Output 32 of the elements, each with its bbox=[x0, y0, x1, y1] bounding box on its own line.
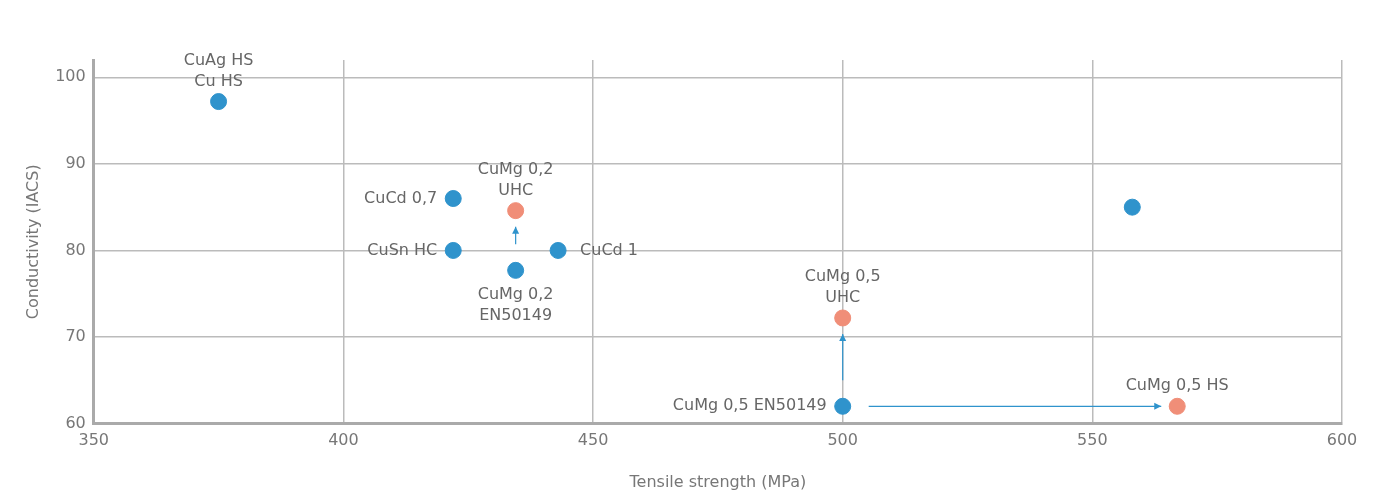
point bbox=[507, 202, 525, 220]
annotation: CuMg 0,2 UHC bbox=[477, 158, 554, 199]
point bbox=[834, 309, 852, 327]
x-tick-label: 450 bbox=[577, 430, 609, 450]
x-axis-title: Tensile strength (MPa) bbox=[628, 471, 807, 491]
y-tick-label: 70 bbox=[65, 326, 86, 346]
annotation: CuMg 0,5 HS bbox=[1125, 375, 1229, 395]
annotation: CuSn HC bbox=[367, 239, 438, 259]
point bbox=[834, 397, 852, 415]
y-tick-label: 60 bbox=[65, 412, 86, 432]
x-tick-label: 600 bbox=[1326, 430, 1358, 450]
x-tick-label: 350 bbox=[78, 430, 110, 450]
x-tick-label: 550 bbox=[1077, 430, 1108, 450]
point bbox=[507, 261, 525, 279]
annotation: CuMg 0,5 UHC bbox=[804, 265, 881, 306]
y-axis-title: Conductivity (IACS) bbox=[22, 164, 42, 320]
annotation: CuCd 1 bbox=[580, 239, 638, 259]
point bbox=[1168, 397, 1186, 415]
point bbox=[444, 190, 462, 208]
point bbox=[549, 241, 567, 259]
y-tick-label: 90 bbox=[65, 153, 86, 173]
annotation: CuCd 0,7 bbox=[364, 187, 438, 207]
annotation: CuAg HS Cu HS bbox=[183, 49, 254, 90]
point bbox=[1123, 198, 1141, 216]
annotation: CuMg 0,2 EN50149 bbox=[477, 283, 554, 324]
point bbox=[444, 241, 462, 259]
y-tick-label: 80 bbox=[65, 239, 86, 259]
y-tick-label: 100 bbox=[55, 66, 86, 86]
point bbox=[210, 93, 228, 111]
x-tick-label: 500 bbox=[827, 430, 858, 450]
x-tick-label: 400 bbox=[328, 430, 359, 450]
annotation: CuMg 0,5 EN50149 bbox=[672, 395, 827, 415]
